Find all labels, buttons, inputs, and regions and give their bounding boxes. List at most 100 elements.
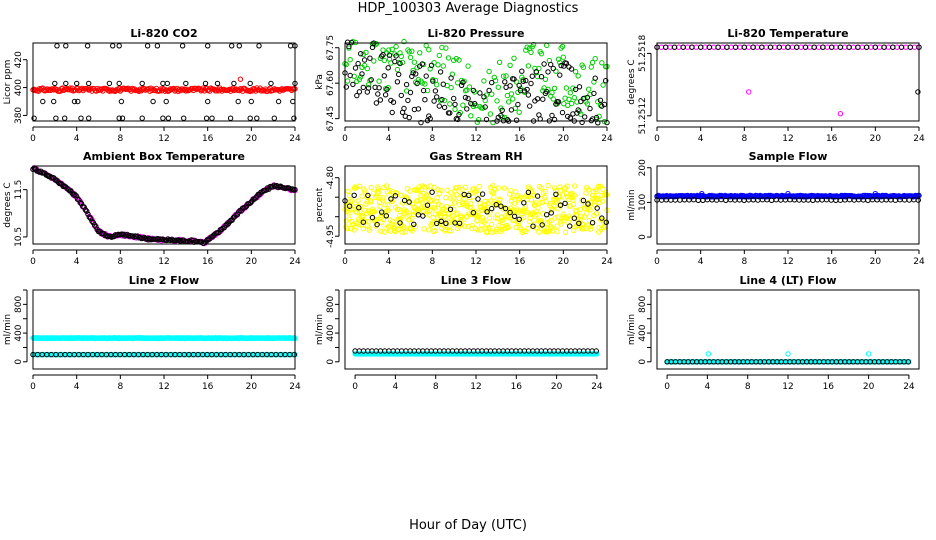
- y-tick-label: 67.60: [326, 70, 336, 96]
- data-point: [500, 73, 507, 79]
- data-point: [881, 44, 887, 50]
- data-point: [549, 112, 555, 119]
- data-point: [503, 73, 509, 79]
- plot-frame: [344, 289, 608, 370]
- data-point: [434, 82, 440, 88]
- data-point: [537, 200, 543, 206]
- series-2: [30, 165, 298, 247]
- data-point: [540, 96, 546, 102]
- data-point: [548, 224, 554, 230]
- data-point: [557, 202, 564, 208]
- data-point: [502, 205, 509, 212]
- plot-frame: [344, 165, 608, 245]
- data-point: [585, 222, 591, 229]
- y-tick-label: 11.5: [14, 180, 24, 200]
- data-point: [898, 44, 905, 50]
- data-point: [346, 210, 352, 216]
- data-point: [576, 84, 583, 90]
- series-2: [664, 359, 911, 365]
- data-point: [513, 117, 520, 123]
- data-point: [110, 43, 116, 49]
- data-point: [572, 86, 579, 93]
- data-point: [567, 223, 573, 229]
- data-point: [385, 65, 391, 71]
- data-point: [54, 43, 60, 49]
- data-point: [247, 200, 254, 206]
- data-point: [750, 44, 756, 50]
- x-tick-label: 24: [913, 257, 925, 267]
- x-tick-label: 12: [158, 382, 169, 392]
- data-point: [379, 197, 386, 203]
- data-point: [448, 84, 454, 91]
- plot-frame: [32, 42, 296, 122]
- data-point: [837, 111, 844, 117]
- data-point: [677, 197, 683, 203]
- data-point: [859, 44, 865, 50]
- data-point: [434, 195, 440, 201]
- data-point: [359, 193, 365, 199]
- data-point: [732, 44, 739, 50]
- data-point: [495, 84, 501, 90]
- data-point: [347, 193, 353, 199]
- data-point: [481, 219, 487, 225]
- data-point: [551, 85, 558, 92]
- data-point: [237, 76, 244, 82]
- data-point: [724, 44, 730, 50]
- x-tick-label: 8: [433, 382, 439, 392]
- data-point: [456, 220, 463, 227]
- data-point: [768, 197, 775, 204]
- data-point: [863, 44, 870, 50]
- data-point: [572, 183, 578, 189]
- panel-title: Sample Flow: [749, 150, 828, 163]
- data-point: [78, 115, 84, 121]
- data-point: [596, 229, 602, 235]
- data-point: [251, 196, 258, 202]
- y-tick-label: 67.45: [326, 106, 336, 132]
- data-point: [379, 209, 385, 215]
- data-point: [291, 351, 297, 358]
- data-point: [489, 91, 495, 97]
- data-point: [85, 211, 91, 217]
- data-point: [570, 201, 577, 208]
- data-point: [483, 116, 490, 123]
- data-point: [356, 183, 363, 189]
- data-point: [365, 192, 371, 199]
- data-point: [398, 92, 404, 99]
- data-point: [530, 223, 536, 229]
- data-point: [560, 54, 566, 60]
- panel-ylabel: ml/min: [315, 314, 325, 345]
- data-point: [587, 207, 593, 213]
- data-point: [564, 183, 570, 189]
- data-point: [411, 59, 418, 65]
- data-point: [360, 219, 366, 225]
- data-point: [368, 184, 374, 191]
- plot-frame: [656, 165, 920, 245]
- data-point: [558, 218, 564, 225]
- data-point: [350, 81, 356, 88]
- data-point: [375, 186, 381, 192]
- data-point: [507, 208, 513, 214]
- data-point: [475, 196, 481, 202]
- data-point: [868, 44, 874, 50]
- data-point: [698, 44, 704, 50]
- data-point: [63, 43, 69, 49]
- data-point: [163, 98, 169, 105]
- x-tick-label: 12: [470, 134, 481, 144]
- data-point: [84, 208, 90, 214]
- data-point: [533, 69, 539, 75]
- x-tick-label: 24: [913, 134, 925, 144]
- data-point: [351, 192, 357, 199]
- data-point: [511, 213, 518, 220]
- data-point: [498, 203, 504, 209]
- data-point: [559, 43, 566, 50]
- x-tick-label: 4: [74, 134, 80, 144]
- data-point: [154, 43, 161, 49]
- data-point: [380, 195, 386, 201]
- data-point: [403, 81, 410, 88]
- data-point: [52, 80, 58, 87]
- data-point: [711, 44, 717, 50]
- plot-frame: [32, 165, 296, 245]
- data-point: [375, 189, 382, 195]
- data-point: [368, 77, 374, 83]
- panel-title: Li-820 CO2: [130, 27, 197, 40]
